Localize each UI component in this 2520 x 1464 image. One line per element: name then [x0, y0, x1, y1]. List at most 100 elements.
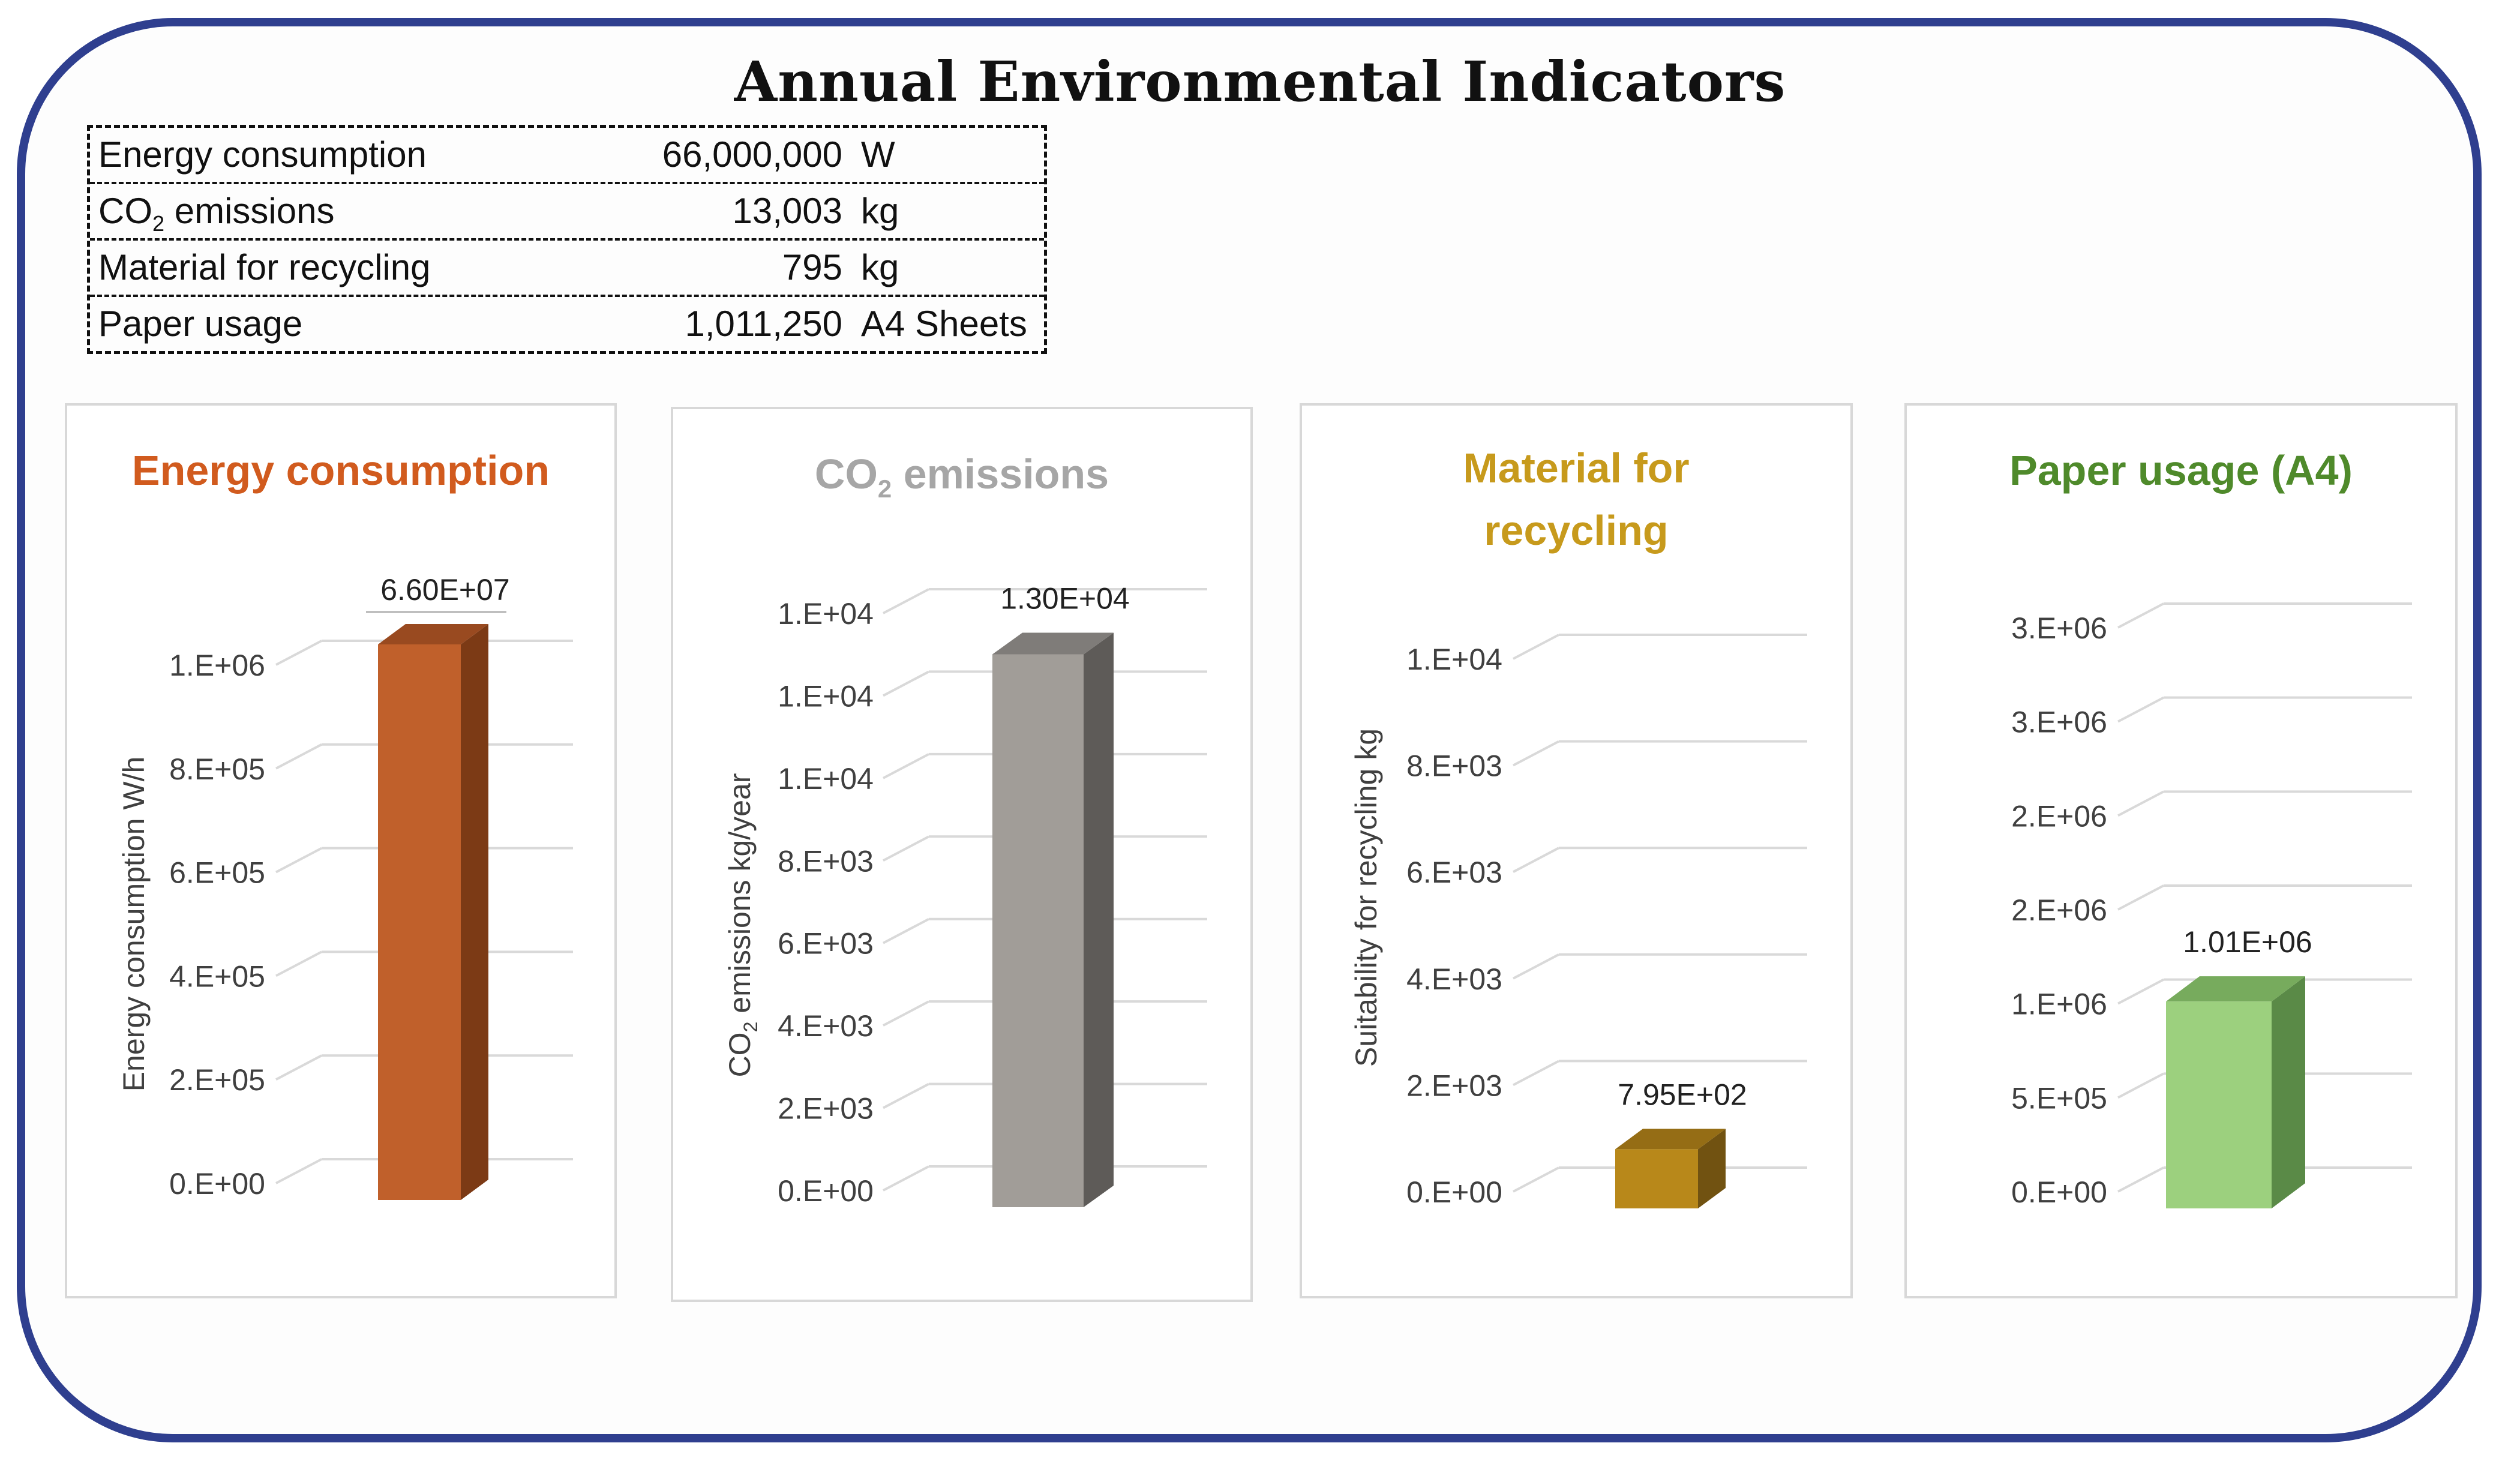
data-label: 1.01E+06: [2183, 925, 2312, 959]
chart-title: Paper usage (A4): [2009, 447, 2353, 494]
bar: [992, 654, 1084, 1207]
y-axis-label: CO2 emissions kg/year: [723, 773, 761, 1078]
gridline-depth: [1513, 634, 1559, 660]
chart-panel-paper: Paper usage (A4) 0.E+00 5.E+05 1.E+06 2.E+0…: [1904, 403, 2458, 1298]
gridline-depth: [1513, 1060, 1559, 1087]
gridline-depth: [1513, 847, 1559, 873]
y-tick-label: 4.E+03: [1406, 962, 1502, 996]
bar: [378, 644, 461, 1200]
y-tick-label: 6.E+03: [1406, 856, 1502, 889]
y-axis-label-part: emissions kg/year: [723, 773, 757, 1022]
gridline-depth: [2117, 696, 2164, 723]
summary-row-paper: Paper usage 1,011,250 A4 Sheets: [90, 297, 1044, 351]
gridline-depth: [275, 743, 322, 770]
gridline-depth: [275, 847, 322, 874]
y-tick-label: 2.E+03: [778, 1092, 874, 1126]
gridline-depth: [2117, 978, 2164, 1005]
bar-side: [461, 624, 488, 1200]
y-axis-label-sub: 2: [740, 1022, 761, 1033]
gridline-depth: [883, 835, 929, 862]
y-tick-label: 0.E+00: [778, 1174, 874, 1208]
y-tick-label: 2.E+05: [169, 1063, 265, 1097]
gridline-depth: [883, 1000, 929, 1027]
y-tick-label: 3.E+06: [2011, 706, 2107, 739]
bar-side: [1698, 1129, 1726, 1208]
y-tick-label: 6.E+03: [778, 927, 874, 961]
summary-unit: W: [861, 134, 895, 175]
y-tick-label: 4.E+03: [778, 1009, 874, 1043]
y-tick-label: 2.E+06: [2011, 893, 2107, 927]
y-tick-label: 1.E+04: [778, 762, 874, 796]
gridline-depth: [1513, 1166, 1559, 1193]
gridline-depth: [883, 1165, 929, 1192]
y-tick-label: 2.E+03: [1406, 1069, 1502, 1102]
y-tick-label: 0.E+00: [1406, 1175, 1502, 1209]
gridline-depth: [883, 1082, 929, 1109]
y-tick-label: 8.E+03: [1406, 749, 1502, 783]
summary-value: 66,000,000: [662, 134, 842, 175]
bar-chart-paper: 0.E+00 5.E+05 1.E+06 2.E+06 2.E+06 3.E+06 3.E+…: [2011, 602, 2412, 1209]
bar-top: [992, 632, 1114, 655]
bar-side: [1084, 632, 1114, 1207]
summary-row-material: Material for recycling 795 kg: [90, 241, 1044, 297]
bar: [2166, 1001, 2272, 1208]
bar-top: [378, 624, 488, 644]
y-tick-label: 1.E+06: [169, 649, 265, 682]
gridline-depth: [2117, 1166, 2164, 1193]
data-label: 1.30E+04: [1000, 582, 1129, 616]
bar-chart-material: 0.E+00 2.E+03 4.E+03 6.E+03 8.E+03 1.E+04 7.95…: [1349, 634, 1807, 1209]
summary-unit: kg: [861, 191, 899, 231]
y-tick-label: 5.E+05: [2011, 1081, 2107, 1115]
chart-panel-co2: CO2 emissions 0.E+00 2.E+03 4.E+03 6.E+03 8.…: [671, 407, 1253, 1302]
gridline-depth: [1513, 953, 1559, 980]
bar-top: [2166, 976, 2305, 1002]
summary-value: 13,003: [732, 191, 842, 231]
summary-value: 795: [782, 247, 842, 287]
bar-side: [2272, 976, 2305, 1208]
y-axis-label: Suitability for recycling kg: [1349, 728, 1383, 1067]
summary-row-co2: CO2 emissions 13,003 kg: [90, 184, 1044, 241]
summary-unit: kg: [861, 247, 899, 287]
chart-title: Energy consumption: [131, 447, 550, 494]
y-tick-label: 8.E+05: [169, 752, 265, 786]
summary-label: Energy consumption: [98, 134, 427, 175]
chart-panel-energy: Energy consumption 0.E+00 2.E+05 4.E+05 6.E…: [65, 403, 617, 1298]
y-tick-label: 8.E+03: [778, 844, 874, 878]
chart-title: Material for recycling: [1463, 445, 1690, 554]
gridline-depth: [1513, 740, 1559, 767]
gridline-depth: [883, 588, 929, 614]
gridline-depth: [2117, 790, 2164, 817]
summary-label: Paper usage: [98, 304, 303, 344]
chart-panel-material: Material for recycling 0.E+00 2.E+03 4.E+0…: [1300, 403, 1853, 1298]
y-tick-label: 1.E+06: [2011, 988, 2107, 1021]
gridline-depth: [2117, 884, 2164, 911]
gridline-depth: [275, 1158, 322, 1184]
y-tick-label: 1.E+04: [778, 597, 874, 631]
summary-label: Material for recycling: [98, 247, 431, 287]
data-label: 6.60E+07: [380, 573, 509, 607]
y-tick-label: 0.E+00: [169, 1167, 265, 1201]
gridline-depth: [883, 670, 929, 697]
summary-unit: A4 Sheets: [861, 304, 1027, 344]
y-tick-label: 4.E+05: [169, 959, 265, 993]
bar-chart-energy: 0.E+00 2.E+05 4.E+05 6.E+05 8.E+05 1.E+06 6.60…: [117, 573, 573, 1201]
gridline-depth: [275, 1054, 322, 1081]
gridline-depth: [2117, 602, 2164, 629]
gridline-depth: [275, 640, 322, 666]
summary-row-energy: Energy consumption 66,000,000 W: [90, 128, 1044, 184]
y-tick-label: 1.E+04: [778, 679, 874, 713]
summary-table: Energy consumption 66,000,000 W CO2 emis…: [87, 125, 1047, 354]
bar-top: [1615, 1129, 1726, 1150]
gridline-depth: [883, 917, 929, 944]
y-axis-label: Energy consumption W/h: [117, 757, 151, 1092]
summary-label: CO2 emissions: [98, 191, 335, 236]
y-tick-label: 1.E+04: [1406, 643, 1502, 676]
data-label: 7.95E+02: [1618, 1078, 1747, 1111]
y-tick-label: 6.E+05: [169, 856, 265, 890]
bar-chart-co2: 0.E+00 2.E+03 4.E+03 6.E+03 8.E+03 1.E+04 1.E+…: [723, 582, 1207, 1208]
y-tick-label: 2.E+06: [2011, 799, 2107, 833]
bar: [1615, 1149, 1698, 1208]
gridline-depth: [275, 950, 322, 977]
page-title: Annual Environmental Indicators: [734, 49, 1786, 114]
gridline-depth: [883, 753, 929, 779]
